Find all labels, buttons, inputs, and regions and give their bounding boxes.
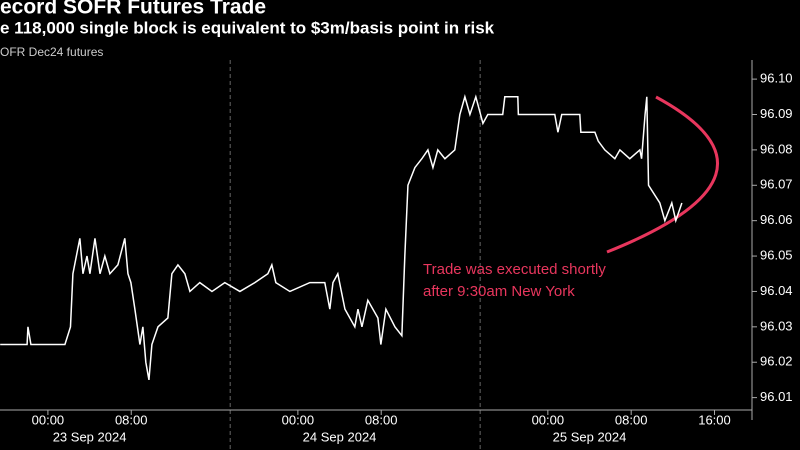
x-date-label: 24 Sep 2024: [303, 429, 377, 444]
x-tick-label: 08:00: [115, 412, 148, 427]
annotation: after 9:30am New York: [423, 283, 575, 300]
x-tick-label: 00:00: [532, 412, 565, 427]
y-tick-label: 96.04: [760, 283, 793, 298]
y-tick-label: 96.03: [760, 318, 793, 333]
x-date-label: 23 Sep 2024: [53, 429, 127, 444]
x-tick-label: 08:00: [365, 412, 398, 427]
annotation-curve: [606, 95, 719, 254]
y-tick-label: 96.05: [760, 247, 793, 262]
y-tick-label: 96.08: [760, 141, 793, 156]
x-date-label: 25 Sep 2024: [553, 429, 627, 444]
y-tick-label: 96.10: [760, 71, 793, 86]
price-line: [0, 94, 683, 381]
y-tick-label: 96.06: [760, 212, 793, 227]
x-tick-label: 00:00: [32, 412, 65, 427]
x-tick-label: 08:00: [615, 412, 648, 427]
y-tick-label: 96.09: [760, 106, 793, 121]
chart-subtitle: e 118,000 single block is equivalent to …: [0, 18, 495, 37]
y-tick-label: 96.01: [760, 389, 793, 404]
x-tick-label: 16:00: [698, 412, 731, 427]
y-tick-label: 96.07: [760, 177, 793, 192]
y-tick-label: 96.02: [760, 354, 793, 369]
annotation: Trade was executed shortly: [423, 261, 606, 278]
chart-title: ecord SOFR Futures Trade: [0, 0, 266, 19]
x-tick-label: 00:00: [282, 412, 315, 427]
y-axis-label: OFR Dec24 futures: [0, 45, 103, 59]
